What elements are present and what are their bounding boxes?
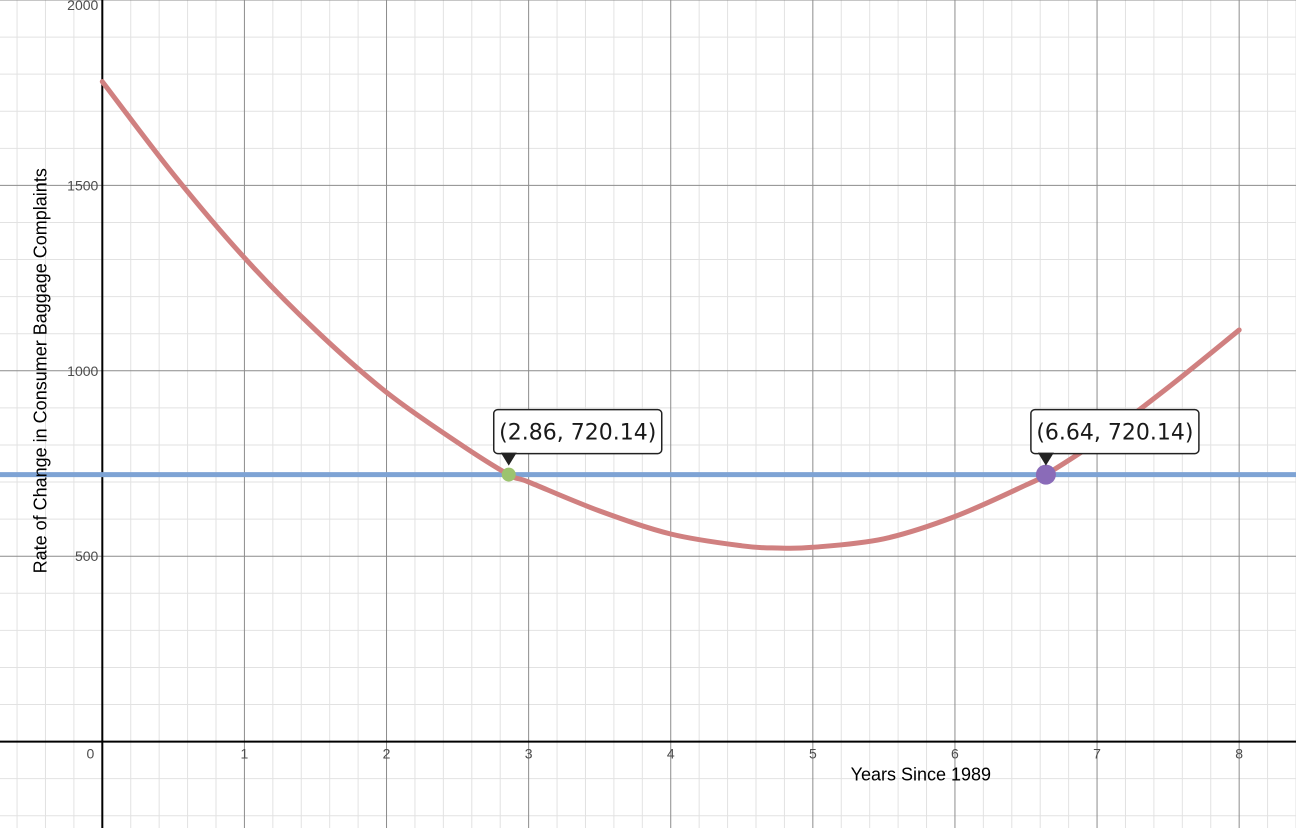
y-tick-label: 1500 bbox=[67, 177, 98, 193]
y-tick-label: 2000 bbox=[67, 0, 98, 13]
point-label: (2.86, 720.14) bbox=[499, 421, 656, 446]
x-tick-label: 4 bbox=[667, 746, 675, 762]
x-tick-label: 7 bbox=[1093, 746, 1101, 762]
intersection-point bbox=[1035, 464, 1056, 485]
callout-pointer bbox=[500, 452, 517, 466]
callout-box bbox=[492, 408, 663, 455]
x-tick-label: 8 bbox=[1235, 746, 1243, 762]
x-tick-label: 5 bbox=[809, 746, 817, 762]
x-tick-label: 3 bbox=[525, 746, 533, 762]
y-tick-label: 500 bbox=[75, 548, 99, 564]
point-label: (6.64, 720.14) bbox=[1036, 421, 1193, 446]
y-axis-label: Rate of Change in Consumer Baggage Compl… bbox=[30, 168, 50, 573]
series-layer bbox=[0, 79, 1296, 551]
intersection-point bbox=[501, 467, 516, 482]
x-axis-label: Years Since 1989 bbox=[851, 765, 991, 785]
x-tick-label: 6 bbox=[951, 746, 959, 762]
point-callouts: (2.86, 720.14) (6.64, 720.14) bbox=[492, 408, 1200, 466]
tick-labels: 0 1 2 3 4 5 6 7 8 500 1000 1500 2000 bbox=[67, 0, 1243, 762]
x-tick-label: 1 bbox=[241, 746, 249, 762]
x-tick-label: 2 bbox=[383, 746, 391, 762]
callout-box bbox=[1030, 408, 1200, 455]
callout-pointer bbox=[1037, 452, 1054, 466]
y-tick-label: 1000 bbox=[67, 363, 98, 379]
x-tick-label: 0 bbox=[87, 746, 95, 762]
